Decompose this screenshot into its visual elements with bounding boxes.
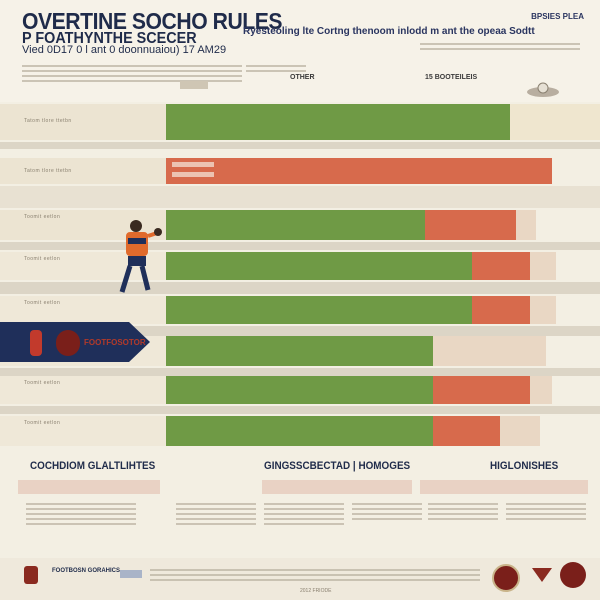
table-row: Toomit eetlon bbox=[0, 376, 600, 404]
bullet-list-mid-3 bbox=[352, 500, 422, 523]
bar-segment bbox=[166, 376, 433, 404]
header-icon-bars bbox=[180, 81, 208, 89]
bar-segment bbox=[472, 252, 530, 280]
footer-note: 2012 FRIODE bbox=[300, 588, 332, 594]
bullet-list-mid-1 bbox=[176, 500, 256, 528]
bar-segment bbox=[433, 336, 546, 366]
page-subtitle-line: Vied 0D17 0 l ant 0 doonnuaiou) 17 AM29 bbox=[22, 44, 227, 56]
banner-label: FOOTFOSOTOR bbox=[84, 338, 146, 347]
round-logo-icon bbox=[560, 562, 586, 588]
table-row: Toomit eetlon bbox=[0, 296, 600, 324]
bar-segment bbox=[166, 296, 472, 324]
ball-icon bbox=[527, 82, 559, 97]
bar-segment bbox=[433, 376, 530, 404]
bar-segment bbox=[516, 210, 536, 240]
page-title-line-2: P FOATHYNTHE SCECER bbox=[22, 30, 197, 47]
bar-segment bbox=[510, 104, 600, 140]
row-label: Toomit eetlon bbox=[24, 214, 61, 220]
row-label: Toomit eetlon bbox=[24, 256, 61, 262]
table-row: Toomit eetlon bbox=[0, 416, 600, 446]
shield-icon bbox=[30, 330, 42, 356]
crest-icon bbox=[56, 330, 80, 356]
page-title: OVERTINE SOCHO RULES bbox=[22, 8, 283, 34]
bar-segment bbox=[425, 210, 516, 240]
bullet-list-right-1 bbox=[428, 500, 498, 523]
bar-segment bbox=[472, 296, 530, 324]
rules-table: Tatom tlore ttetbn Tatom tlore ttetbn To… bbox=[0, 102, 600, 447]
bar-segment bbox=[530, 376, 552, 404]
footer-text bbox=[150, 566, 480, 584]
section-title-right: HIGLONISHES bbox=[490, 460, 559, 472]
intro-text-lines bbox=[22, 62, 242, 85]
section-title-left: COCHDIOM GLALTLIHTES bbox=[30, 460, 156, 472]
row-label: Tatom tlore ttetbn bbox=[24, 118, 72, 124]
footer-flag-icon bbox=[120, 570, 142, 578]
table-row: Tatom tlore ttetbn bbox=[0, 158, 600, 184]
footer-brand: FOOTBOSN GORAHICS bbox=[52, 568, 121, 574]
header-column-label-left: OTHER bbox=[290, 74, 315, 81]
bar-segment bbox=[530, 296, 556, 324]
row-label: Tatom tlore ttetbn bbox=[24, 168, 72, 174]
footer: FOOTBOSN GORAHICS 2012 FRIODE bbox=[0, 558, 600, 600]
bar-segment bbox=[166, 416, 433, 446]
header-column-label-right: 15 BOOTEILEIS bbox=[425, 74, 478, 81]
bar-segment bbox=[166, 158, 552, 184]
bar-segment bbox=[166, 104, 510, 140]
table-row: Toomit eetlon bbox=[0, 210, 600, 240]
bullet-list-mid-2 bbox=[264, 500, 344, 528]
bar-segment bbox=[433, 416, 500, 446]
bar-segment bbox=[166, 336, 433, 366]
bar-segment bbox=[166, 252, 472, 280]
row-label: Toomit eetlon bbox=[24, 420, 61, 426]
row-label: Toomit eetlon bbox=[24, 300, 61, 306]
club-crest-icon bbox=[492, 564, 520, 592]
bar-segment bbox=[500, 416, 540, 446]
bullet-list-right-2 bbox=[506, 500, 586, 523]
row-label: Toomit eetlon bbox=[24, 380, 61, 386]
header-tagline: Ryesteoling lte Cortng thenoom inlodd m … bbox=[243, 26, 535, 37]
table-row: Toomit eetlon bbox=[0, 252, 600, 280]
footer-logo-icon bbox=[24, 566, 38, 584]
corner-label: BPSIES PLEA bbox=[531, 12, 584, 21]
table-row: Tatom tlore ttetbn bbox=[0, 104, 600, 140]
bar-segment bbox=[166, 210, 425, 240]
section-title-middle: GINGSSCBECTAD | HOMOGES bbox=[264, 460, 411, 472]
intro-text-lines-mid bbox=[246, 62, 306, 75]
triangle-badge-icon bbox=[532, 568, 552, 582]
bullet-list-left bbox=[26, 500, 136, 528]
bar-segment bbox=[530, 252, 556, 280]
intro-text-lines-right bbox=[420, 40, 580, 53]
header: OVERTINE SOCHO RULES P FOATHYNTHE SCECER… bbox=[0, 0, 600, 102]
soccer-player-icon bbox=[119, 220, 162, 293]
